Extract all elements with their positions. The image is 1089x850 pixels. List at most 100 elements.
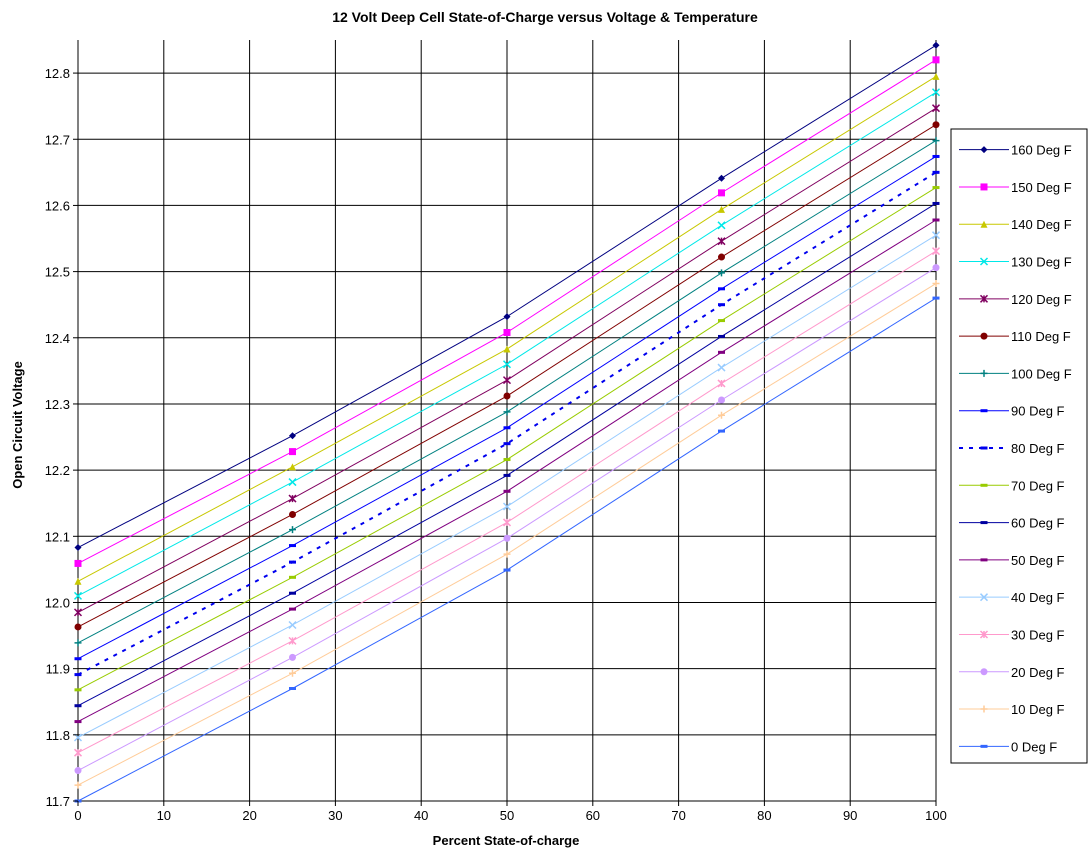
data-point [717, 221, 726, 230]
legend-label: 10 Deg F [1011, 702, 1065, 717]
data-point [718, 287, 725, 291]
data-point [74, 559, 82, 567]
data-point [932, 296, 940, 300]
data-point [502, 376, 512, 385]
data-point [502, 360, 512, 369]
data-point [980, 409, 988, 413]
x-tick-label: 50 [500, 808, 514, 823]
data-point [289, 669, 296, 677]
legend-label: 0 Deg F [1011, 739, 1057, 754]
data-point [289, 463, 296, 471]
data-point [74, 767, 82, 775]
data-point [932, 137, 940, 145]
y-tick-label: 12.5 [45, 265, 70, 280]
y-tick-label: 11.9 [46, 662, 70, 677]
data-point [932, 186, 940, 190]
data-point [979, 593, 989, 602]
data-point [980, 483, 988, 487]
data-point [718, 205, 725, 213]
y-tick-label: 12.7 [45, 132, 70, 147]
y-tick-label: 12.0 [45, 595, 70, 610]
data-point [932, 280, 940, 288]
data-point [503, 458, 511, 462]
legend-label: 40 Deg F [1011, 590, 1065, 605]
data-point [718, 429, 725, 433]
x-tick-label: 100 [925, 808, 947, 823]
data-point [289, 432, 296, 440]
data-point [932, 218, 940, 222]
data-point [74, 704, 82, 708]
data-point [503, 408, 511, 416]
data-point [503, 534, 511, 542]
data-point [717, 363, 726, 372]
data-point [718, 319, 725, 323]
x-tick-label: 80 [757, 808, 771, 823]
data-point [503, 345, 511, 353]
x-tick-label: 10 [157, 808, 171, 823]
data-point [288, 620, 297, 630]
data-point [980, 332, 988, 340]
data-point [931, 231, 941, 240]
legend-label: 140 Deg F [1011, 217, 1072, 232]
data-point [980, 220, 988, 228]
data-point [74, 544, 82, 552]
x-axis-label: Percent State-of-charge [433, 833, 580, 848]
data-point [74, 639, 82, 647]
data-point [718, 350, 725, 354]
data-point [931, 104, 941, 113]
y-tick-label: 12.6 [45, 198, 70, 213]
y-tick-label: 12.8 [45, 66, 70, 81]
legend-label: 120 Deg F [1011, 292, 1072, 307]
data-point [932, 41, 940, 49]
data-point [932, 154, 940, 158]
data-point [718, 253, 725, 261]
data-point [289, 526, 296, 534]
series-line [77, 171, 937, 676]
data-point [503, 392, 511, 400]
data-point [980, 369, 988, 377]
series-markers [73, 41, 941, 803]
data-point [718, 396, 725, 404]
legend-box [950, 128, 1088, 764]
y-tick-label: 11.7 [46, 794, 70, 809]
data-point [503, 442, 511, 446]
data-point [502, 502, 512, 511]
chart-title: 12 Volt Deep Cell State-of-Charge versus… [332, 9, 758, 25]
data-point [718, 269, 725, 277]
data-point [73, 748, 83, 757]
data-point [932, 170, 940, 174]
data-point [718, 334, 725, 338]
data-point [931, 247, 941, 256]
data-point [980, 146, 988, 154]
data-point [980, 705, 988, 713]
data-point [932, 201, 940, 205]
data-point [718, 189, 725, 197]
data-point [503, 568, 511, 572]
data-point [980, 668, 988, 676]
data-point [980, 558, 988, 562]
data-point [289, 575, 296, 579]
legend-label: 160 Deg F [1011, 143, 1072, 158]
data-point [717, 237, 726, 246]
y-tick-label: 12.1 [45, 529, 70, 544]
data-point [74, 720, 82, 724]
data-point [503, 473, 511, 477]
data-point [503, 426, 511, 430]
data-point [932, 56, 940, 64]
data-point [289, 607, 296, 611]
data-point [980, 744, 988, 748]
data-point [289, 560, 296, 564]
legend-label: 90 Deg F [1011, 404, 1065, 419]
data-point [74, 673, 82, 677]
legend: 160 Deg F 150 Deg F 140 Deg F 130 Deg F 120 … [950, 128, 1088, 764]
data-point [289, 544, 296, 548]
data-point [718, 303, 725, 307]
data-point [980, 446, 988, 450]
x-tick-label: 40 [414, 808, 428, 823]
legend-label: 130 Deg F [1011, 255, 1072, 270]
data-point [718, 411, 725, 419]
data-point [288, 636, 297, 645]
x-tick-label: 0 [74, 808, 81, 823]
y-tick-label: 12.2 [45, 463, 70, 478]
